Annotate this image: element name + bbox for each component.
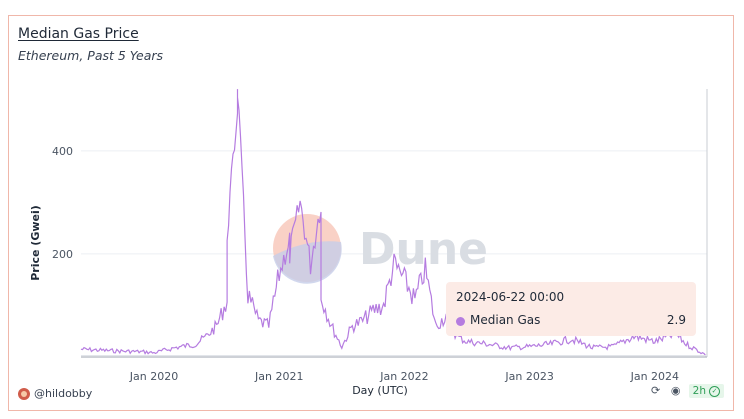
chart-subtitle: Ethereum, Past 5 Years	[18, 48, 164, 63]
tooltip-date: 2024-06-22 00:00	[456, 290, 565, 304]
x-axis-label: Day (UTC)	[352, 384, 408, 397]
chart-card: Median Gas Price Ethereum, Past 5 Years …	[8, 15, 734, 411]
x-tick-label: Jan 2023	[504, 370, 553, 383]
footer-actions: ⟳ ◉ 2h ✓	[649, 384, 724, 398]
tooltip-value: 2.9	[666, 313, 686, 327]
camera-icon[interactable]: ◉	[670, 384, 681, 397]
line-chart[interactable]: 200 400 Dune Jan 2020 Jan 2021 Jan 2022 Jan 20…	[9, 16, 735, 412]
x-tick-label: Jan 2022	[379, 370, 428, 383]
tooltip-series-name: Median Gas	[470, 313, 541, 327]
chart-tooltip: 2024-06-22 00:00 Median Gas 2.9	[446, 282, 696, 336]
y-tick-label: 400	[52, 145, 73, 158]
y-axis-label: Price (Gwei)	[29, 205, 42, 281]
series-line-median-gas	[80, 89, 707, 357]
y-tick-label: 200	[52, 248, 73, 261]
author-link[interactable]: @hildobby	[18, 387, 92, 400]
refresh-time: 2h	[692, 385, 706, 397]
check-icon: ✓	[709, 385, 720, 397]
avatar	[18, 387, 30, 400]
chart-title[interactable]: Median Gas Price	[18, 26, 139, 42]
tooltip-series-dot	[456, 317, 465, 326]
x-tick-label: Jan 2021	[254, 370, 303, 383]
x-tick-label: Jan 2020	[129, 370, 178, 383]
refresh-icon[interactable]: ⟳	[651, 384, 661, 397]
refresh-status-badge[interactable]: 2h ✓	[688, 384, 724, 398]
x-tick-label: Jan 2024	[630, 370, 679, 383]
author-name: @hildobby	[34, 387, 93, 400]
watermark-text: Dune	[359, 224, 488, 275]
